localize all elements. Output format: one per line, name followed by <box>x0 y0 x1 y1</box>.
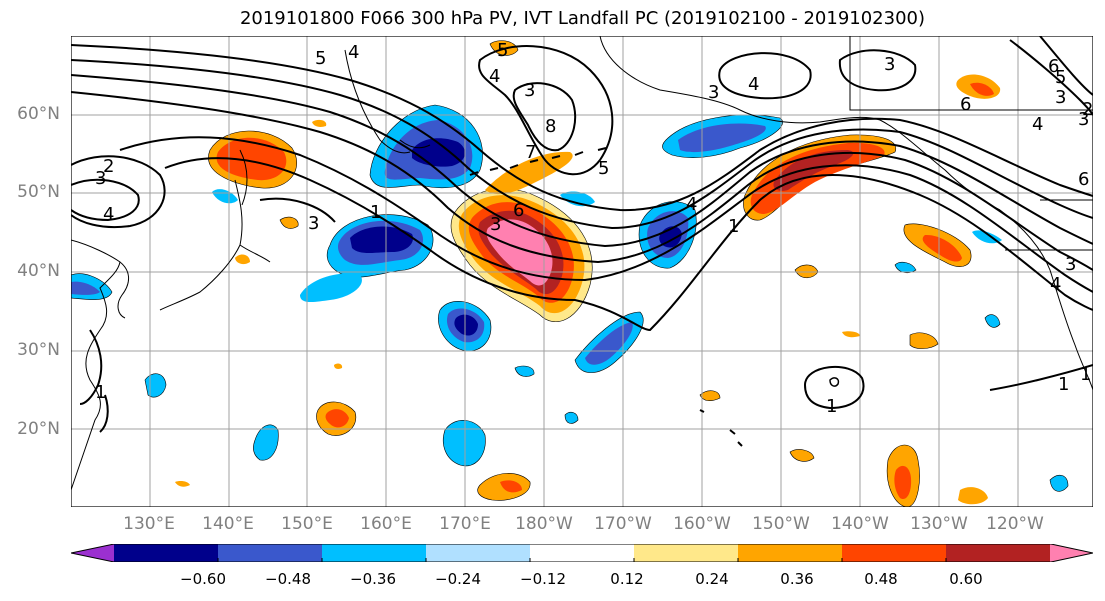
contour-label: 4 <box>1032 114 1043 135</box>
colorbar-extension-low <box>71 544 114 562</box>
colorbar-segment <box>218 544 323 562</box>
contour-label: 4 <box>103 204 114 225</box>
lat-label-40n: 40°N <box>17 261 60 281</box>
contour-label: 1 <box>826 396 837 417</box>
colorbar-tick-label: −0.36 <box>350 570 396 588</box>
colorbar-segment <box>842 544 947 562</box>
lon-label-150e: 150°E <box>281 514 333 534</box>
lon-label-170w: 170°W <box>594 514 652 534</box>
colorbar-tick-label: 0.60 <box>949 570 983 588</box>
lat-label-60n: 60°N <box>17 104 60 124</box>
contour-label: 5 <box>497 40 508 61</box>
contour-label: 3 <box>1055 87 1066 108</box>
colorbar-tick-label: −0.24 <box>435 570 481 588</box>
plot-title: 2019101800 F066 300 hPa PV, IVT Landfall… <box>239 8 926 29</box>
contour-label: 7 <box>525 142 536 163</box>
colorbar-segment <box>426 544 531 562</box>
contour-label: 4 <box>686 194 697 215</box>
contour-label: 8 <box>545 116 556 137</box>
colorbar-segment <box>634 544 739 562</box>
contour-label: 6 <box>1048 56 1059 77</box>
contour-label: 1 <box>1080 364 1091 385</box>
contour-label: 4 <box>489 66 500 87</box>
lon-label-160w: 160°W <box>673 514 731 534</box>
lon-label-180w: 180°W <box>515 514 573 534</box>
lon-label-120w: 120°W <box>986 514 1044 534</box>
colorbar-segment <box>738 544 843 562</box>
map-panel: 5 4 5 4 3 8 7 3 6 5 4 1 1 3 2 3 4 1 3 6 … <box>71 36 1093 507</box>
contour-label: 1 <box>728 216 739 237</box>
colorbar-tick-label: 0.48 <box>864 570 898 588</box>
contour-label: 3 <box>1065 254 1076 275</box>
colorbar-segment <box>946 544 1051 562</box>
lon-label-130e: 130°E <box>123 514 175 534</box>
colorbar-extension-high <box>1050 544 1093 562</box>
lon-label-140w: 140°W <box>831 514 889 534</box>
contour-label: 4 <box>1050 274 1061 295</box>
pv-contours <box>71 36 1093 433</box>
lon-label-150w: 150°W <box>752 514 810 534</box>
colorbar-tick-label: 0.12 <box>610 570 644 588</box>
contour-label: 3 <box>524 80 535 101</box>
contour-labels: 5 4 5 4 3 8 7 3 6 5 4 1 1 3 2 3 4 1 3 6 … <box>95 40 1093 417</box>
contour-label: 6 <box>960 94 971 115</box>
colorbar <box>71 544 1093 562</box>
colorbar-segment <box>530 544 635 562</box>
contour-label: 6 <box>513 200 524 221</box>
contour-label: 4 <box>748 74 759 95</box>
lon-label-130w: 130°W <box>910 514 968 534</box>
contour-label: 2 <box>1082 99 1093 120</box>
contour-label: 3 <box>1078 109 1089 130</box>
contour-label: 3 <box>884 54 895 75</box>
contour-label: 3 <box>490 214 501 235</box>
colorbar-segment <box>322 544 427 562</box>
contour-label: 1 <box>1058 374 1069 395</box>
lat-label-20n: 20°N <box>17 419 60 439</box>
lat-label-50n: 50°N <box>17 182 60 202</box>
contour-label: 6 <box>1078 169 1089 190</box>
colorbar-tick-label: −0.48 <box>265 570 311 588</box>
contour-label: 1 <box>370 202 381 223</box>
coastlines <box>71 36 1093 491</box>
lon-label-140e: 140°E <box>202 514 254 534</box>
lat-label-30n: 30°N <box>17 340 60 360</box>
colorbar-segment <box>114 544 219 562</box>
contour-label: 3 <box>708 82 719 103</box>
colorbar-tick-label: −0.12 <box>520 570 566 588</box>
contour-label: 4 <box>348 42 359 63</box>
contour-label: 5 <box>1055 67 1066 88</box>
lon-label-170e: 170°E <box>439 514 491 534</box>
colorbar-tick-label: 0.36 <box>780 570 814 588</box>
lon-label-160e: 160°E <box>360 514 412 534</box>
contour-label: 3 <box>308 213 319 234</box>
gridlines <box>71 36 1093 507</box>
colorbar-tick-label: −0.60 <box>180 570 226 588</box>
colorbar-tick-label: 0.24 <box>695 570 729 588</box>
contour-label: 3 <box>95 168 106 189</box>
contour-label: 2 <box>103 156 114 177</box>
contour-label: 1 <box>95 382 106 403</box>
contour-label: 5 <box>315 48 326 69</box>
contour-label: 5 <box>598 158 609 179</box>
